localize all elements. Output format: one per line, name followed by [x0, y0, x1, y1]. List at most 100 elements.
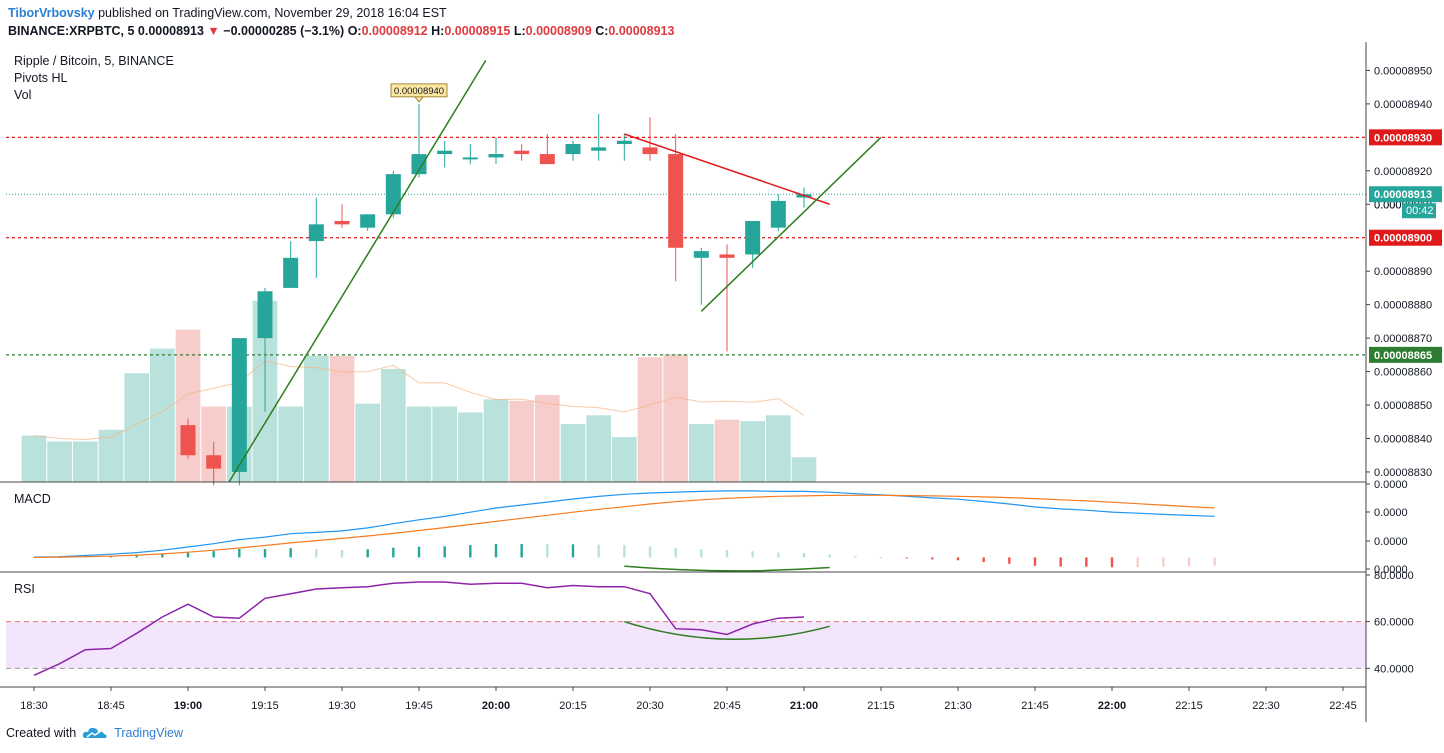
- candle-body: [565, 144, 581, 155]
- time-tick-label: 19:00: [174, 700, 202, 712]
- candle-body: [231, 338, 247, 472]
- volume-bar: [175, 329, 201, 482]
- macd-histogram-bar: [135, 554, 138, 558]
- time-tick-label: 22:15: [1175, 700, 1203, 712]
- volume-bar: [381, 368, 406, 482]
- macd-drawn-curve[interactable]: [624, 565, 830, 572]
- candle-body: [488, 154, 504, 158]
- level-badge-bg: [1369, 229, 1442, 246]
- candle-body: [642, 147, 658, 155]
- volume-bar: [637, 357, 663, 482]
- level-badge-bg: [1369, 346, 1442, 363]
- publish-info: published on TradingView.com, November 2…: [98, 6, 447, 20]
- candle-body: [591, 147, 607, 151]
- trendline[interactable]: [228, 59, 487, 483]
- candle-body: [770, 200, 786, 228]
- macd-histogram-bar: [905, 557, 908, 559]
- chart-header: TiborVrbovsky published on TradingView.c…: [8, 4, 674, 40]
- volume-bar: [791, 457, 817, 482]
- rsi-drawn-curve[interactable]: [624, 620, 830, 641]
- candle-body: [514, 150, 530, 155]
- time-tick-label: 20:00: [482, 700, 510, 712]
- macd-histogram-bar: [1136, 557, 1139, 567]
- macd-histogram-bar: [1110, 557, 1114, 568]
- symbol-line: BINANCE:XRPBTC, 5 0.00008913 ▼ −0.000002…: [8, 22, 674, 40]
- volume-bar: [73, 441, 98, 482]
- volume-bar: [98, 429, 124, 482]
- price-tick-label: 0.00008940: [1374, 99, 1432, 111]
- ohlc-c-value: 0.00008913: [608, 24, 675, 38]
- rsi-line: [33, 581, 805, 676]
- candle-body: [257, 291, 273, 339]
- legend: Ripple / Bitcoin, 5, BINANCE Pivots HL V…: [14, 54, 174, 596]
- trendline[interactable]: [700, 136, 882, 312]
- ohlc-o-value: 0.00008912: [361, 24, 428, 38]
- candle-body: [616, 140, 632, 145]
- candle-body: [206, 455, 222, 469]
- chart-canvas[interactable]: 0.00008940 0.00008950 0.00008940 0.0000892…: [0, 42, 1444, 722]
- macd-tick-label: 0.0000: [1374, 507, 1408, 519]
- time-tick-label: 21:45: [1021, 700, 1049, 712]
- macd-histogram-bar: [879, 556, 883, 558]
- candle-body: [334, 221, 350, 225]
- volume-bar: [714, 419, 740, 482]
- countdown-bg: [1402, 203, 1436, 219]
- price-pane[interactable]: 0.00008940: [6, 59, 1366, 486]
- macd-tick-label: 0.0000: [1374, 536, 1408, 548]
- candle-body: [360, 214, 376, 228]
- macd-tick-label: 0.0000: [1374, 479, 1408, 491]
- volume-bar: [21, 435, 47, 482]
- candle-body: [437, 150, 453, 155]
- price-tick-label: 0.00008870: [1374, 333, 1432, 345]
- macd-title: MACD: [14, 492, 51, 506]
- macd-histogram-bar: [161, 553, 164, 558]
- ohlc-h-key: H:: [431, 24, 445, 38]
- current-price-badge: 0.00008913: [1374, 189, 1432, 201]
- volume-ma-line: [33, 360, 805, 441]
- volume-bar: [740, 421, 765, 482]
- macd-histogram-bar: [1213, 557, 1216, 566]
- macd-tick-label: 0.0000: [1374, 564, 1408, 576]
- level-badge: 0.00008930: [1374, 132, 1432, 144]
- macd-histogram-bar: [982, 557, 985, 563]
- macd-pane[interactable]: [32, 490, 1216, 572]
- macd-signal-line: [33, 494, 1215, 558]
- candle-body: [283, 257, 299, 288]
- macd-histogram-bar: [443, 546, 446, 558]
- candle-body: [668, 154, 684, 248]
- rsi-tick-label: 60.0000: [1374, 617, 1414, 629]
- candle-body: [719, 254, 735, 258]
- volume-bar: [483, 399, 509, 482]
- ohlc-h-value: 0.00008915: [444, 24, 511, 38]
- level-badge: 0.00008900: [1374, 233, 1432, 245]
- candle-body: [539, 154, 555, 165]
- volume-bar: [612, 437, 637, 482]
- rsi-tick-label: 40.0000: [1374, 663, 1414, 675]
- trendline[interactable]: [624, 133, 830, 205]
- level-badge: 0.00008865: [1374, 350, 1432, 362]
- macd-histogram-bar: [238, 549, 241, 558]
- time-tick-label: 18:30: [20, 700, 48, 712]
- macd-histogram-bar: [802, 552, 806, 558]
- time-tick-label: 22:00: [1098, 700, 1126, 712]
- candle-body: [308, 224, 324, 242]
- cloud-logo-icon: [82, 727, 107, 738]
- price-change: −0.00000285 (−3.1%): [223, 24, 345, 38]
- macd-line: [33, 490, 1215, 558]
- macd-histogram-bar: [469, 545, 472, 558]
- volume-bar: [304, 355, 329, 482]
- pivot-high-pointer: [414, 96, 424, 103]
- price-tick-label: 0.00008830: [1374, 467, 1432, 479]
- author-name[interactable]: TiborVrbovsky: [8, 6, 95, 20]
- volume-bar: [406, 406, 432, 482]
- rsi-pane[interactable]: [6, 581, 1366, 676]
- candle-body: [411, 154, 427, 175]
- legend-pivots: Pivots HL: [14, 71, 68, 85]
- macd-histogram-bar: [1162, 557, 1165, 567]
- pivot-high-label: 0.00008940: [394, 86, 444, 97]
- tradingview-brand[interactable]: TradingView: [114, 726, 183, 740]
- legend-volume: Vol: [14, 88, 31, 102]
- volume-bar: [355, 403, 380, 482]
- volume-bar: [689, 424, 714, 482]
- last-price: 0.00008913: [137, 24, 204, 38]
